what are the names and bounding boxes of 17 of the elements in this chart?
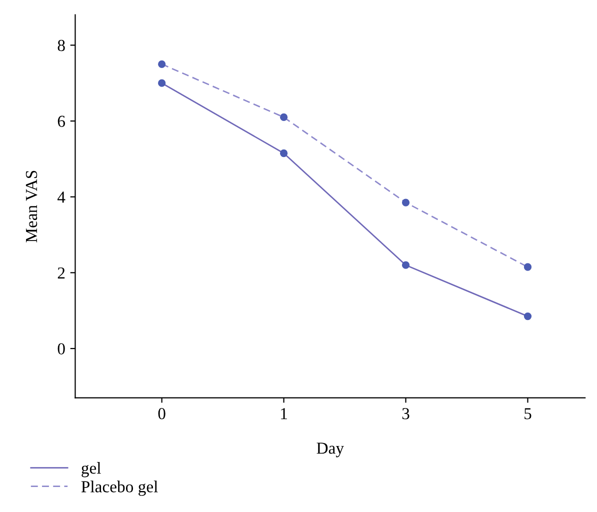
y-tick-label: 6: [58, 116, 65, 127]
point: [280, 149, 288, 158]
y-tick-label: 0: [58, 343, 65, 354]
x-tick-label: 3: [402, 408, 410, 420]
y-tick-label: 8: [58, 40, 65, 52]
legend-label: gel: [82, 462, 101, 478]
y-tick-label: 4: [57, 192, 66, 203]
point: [402, 261, 410, 269]
y-tick-label: 2: [58, 267, 65, 278]
legend-label: Placebo gel: [81, 480, 158, 496]
x-axis-title: Day: [316, 442, 344, 458]
x-tick-label: 0: [158, 408, 166, 420]
x-tick-label: 1: [281, 408, 287, 420]
x-tick-label: 5: [524, 408, 532, 420]
point: [158, 79, 166, 87]
point: [524, 312, 532, 320]
y-axis-title: Mean VAS: [26, 170, 38, 242]
